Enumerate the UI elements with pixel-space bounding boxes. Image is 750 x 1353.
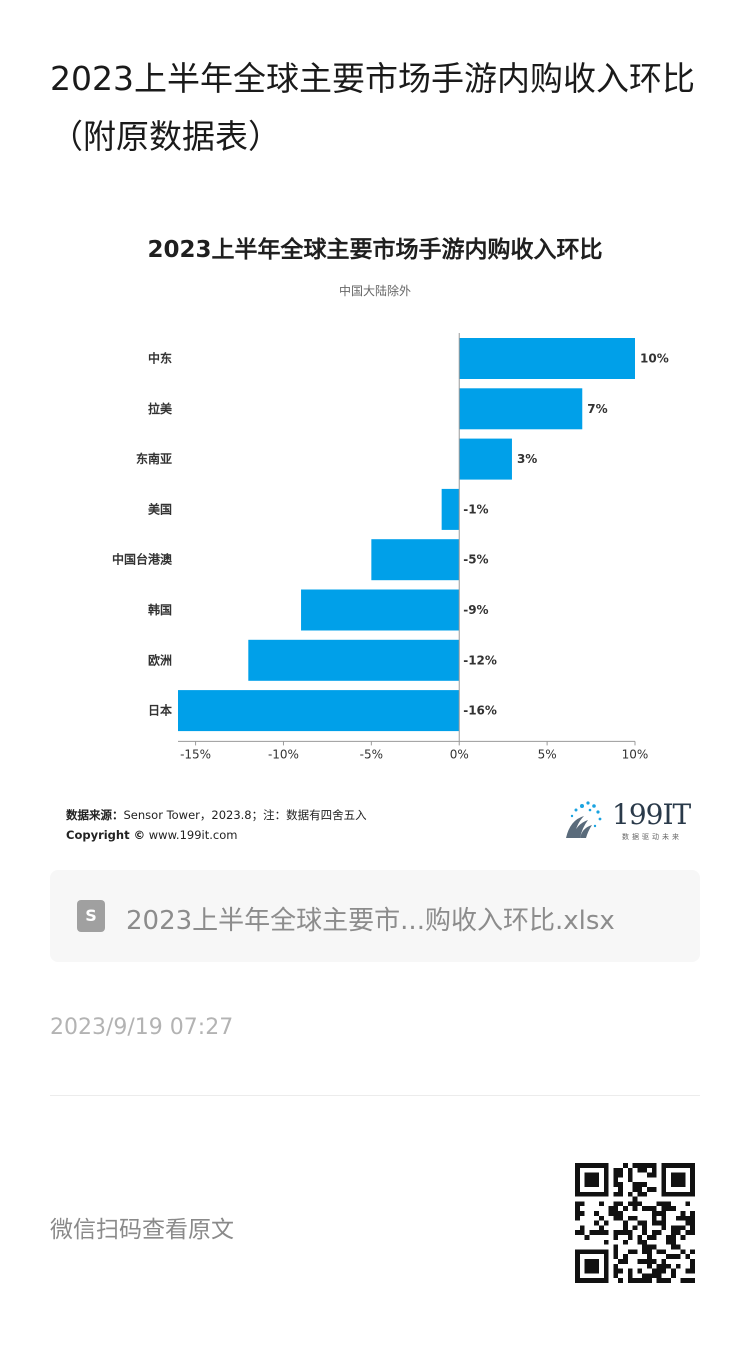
page-title: 2023上半年全球主要市场手游内购收入环比（附原数据表） xyxy=(50,59,695,156)
attachment-card[interactable]: S 2023上半年全球主要市...购收入环比.xlsx xyxy=(50,870,700,962)
value-label: -9% xyxy=(463,603,488,617)
x-tick-label: 10% xyxy=(622,747,649,761)
spreadsheet-icon: S xyxy=(77,900,105,932)
value-label: -1% xyxy=(463,502,488,516)
bar-6 xyxy=(248,639,460,681)
value-label: 3% xyxy=(517,452,537,466)
category-label: 中东 xyxy=(148,351,172,366)
x-tick-label: 0% xyxy=(450,747,469,761)
199it-logo: 199IT 数据驱动未来 xyxy=(560,798,700,846)
bar-4 xyxy=(371,539,460,581)
logo-slogan: 数据驱动未来 xyxy=(622,833,682,841)
category-label: 中国台港澳 xyxy=(112,552,173,567)
copyright-text: www.199it.com xyxy=(148,828,238,842)
bar-0 xyxy=(459,338,635,379)
chart-subtitle: 中国大陆除外 xyxy=(338,284,411,298)
copyright-label: Copyright © xyxy=(66,828,146,842)
bar-2 xyxy=(459,438,512,480)
category-label: 东南亚 xyxy=(136,451,172,466)
category-label: 拉美 xyxy=(148,401,173,416)
bar-chart: 中东 10% 拉美 7% 东南亚 3% 美国 -1% 中国台港澳 -5% 韩国 -9% 欧洲 -12% 日本… xyxy=(112,333,669,761)
value-label: -12% xyxy=(463,653,497,667)
logo-mark-icon xyxy=(566,801,602,838)
x-tick-label: 5% xyxy=(538,747,557,761)
category-label: 欧洲 xyxy=(148,652,172,667)
bar-5 xyxy=(301,589,460,631)
scan-prompt: 微信扫码查看原文 xyxy=(50,1217,234,1243)
qr-code-icon[interactable] xyxy=(575,1163,695,1283)
category-label: 美国 xyxy=(148,501,172,516)
x-tick-label: -10% xyxy=(268,747,299,761)
source-note: 数据来源：Sensor Tower，2023.8；注：数据有四舍五入 Copyr… xyxy=(66,805,367,845)
attachment-filename[interactable]: 2023上半年全球主要市...购收入环比.xlsx xyxy=(126,906,615,936)
publish-timestamp: 2023/9/19 07:27 xyxy=(50,1015,234,1040)
x-tick-label: -15% xyxy=(180,747,211,761)
bar-3 xyxy=(441,488,460,530)
bar-1 xyxy=(459,388,583,430)
logo-text: 199IT xyxy=(612,798,691,831)
value-label: -5% xyxy=(463,553,488,567)
bar-7 xyxy=(178,690,460,732)
chart-figure: 2023上半年全球主要市场手游内购收入环比 中国大陆除外 中东 10% 拉美 7% 东南… xyxy=(50,200,700,860)
source-label: 数据来源： xyxy=(66,808,124,822)
divider xyxy=(50,1095,700,1096)
value-label: 10% xyxy=(640,352,669,366)
chart-title: 2023上半年全球主要市场手游内购收入环比 xyxy=(147,237,603,263)
x-tick-label: -5% xyxy=(360,747,383,761)
category-label: 韩国 xyxy=(148,602,172,617)
source-text: Sensor Tower，2023.8；注：数据有四舍五入 xyxy=(123,808,367,822)
value-label: 7% xyxy=(587,402,607,416)
value-label: -16% xyxy=(463,704,497,718)
category-label: 日本 xyxy=(148,703,172,718)
